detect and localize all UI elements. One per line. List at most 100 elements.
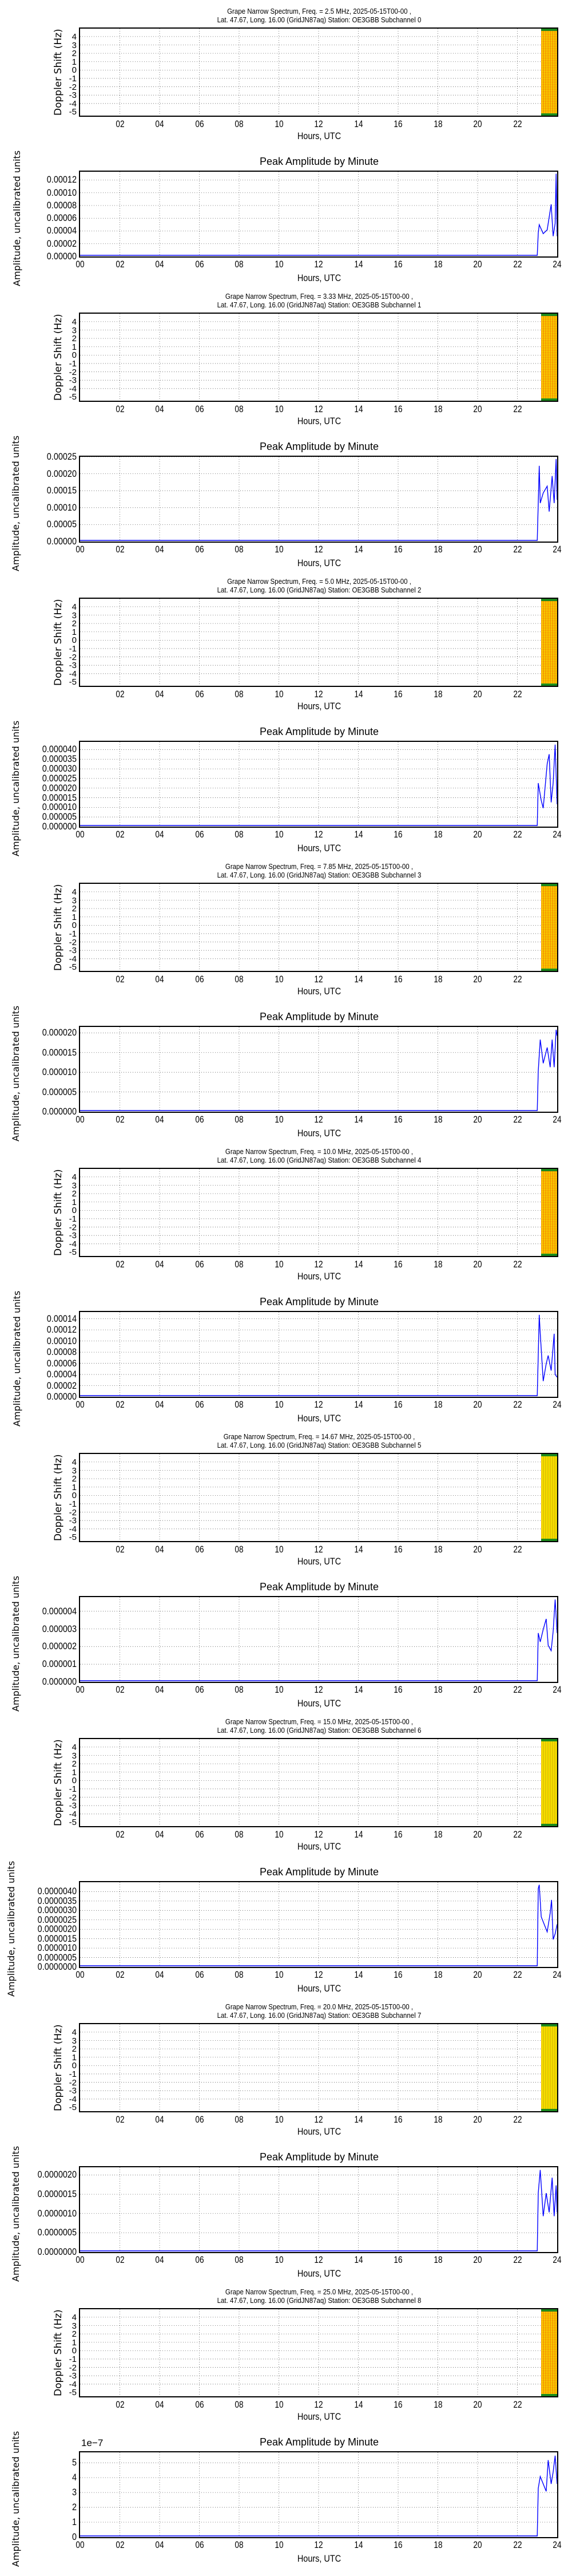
spectrogram-x-tick: 12	[314, 1259, 323, 1270]
spectrogram-y-tick: -4	[69, 669, 77, 679]
spectrogram-y-tick: 0	[72, 350, 77, 361]
spectrogram-x-tick: 06	[194, 1544, 204, 1555]
amplitude-title: Peak Amplitude by Minute	[259, 156, 379, 167]
spectrogram-x-tick: 08	[235, 404, 244, 414]
spectrogram-plot	[79, 598, 558, 687]
amplitude-x-tick: 02	[115, 1114, 125, 1125]
amplitude-line	[80, 1599, 557, 1681]
spectrogram-y-tick: 0	[72, 2061, 77, 2071]
amplitude-y-tick: 0.0000000	[37, 1961, 77, 1972]
spectrogram-x-tick: 14	[353, 1259, 363, 1270]
amplitude-x-tick: 02	[115, 829, 125, 840]
spectrogram-x-tick: 12	[314, 404, 323, 414]
spectrogram-plot	[79, 2023, 558, 2112]
amplitude-y-axis-label: Amplitude, uncalibrated units	[10, 720, 21, 856]
amplitude-x-tick: 06	[194, 2254, 204, 2265]
spectrogram-plot	[79, 313, 558, 402]
spectrogram-y-tick: 1	[72, 627, 77, 637]
spectrogram-title-line-1: Grape Narrow Spectrum, Freq. = 2.5 MHz, …	[227, 7, 411, 15]
amplitude-y-tick: 0.00014	[46, 1313, 77, 1324]
spectrogram-x-tick: 06	[194, 2114, 204, 2125]
spectrogram-y-tick: 3	[72, 1465, 77, 1476]
spectrogram-x-tick: 16	[394, 974, 403, 985]
spectrogram-x-tick: 14	[353, 1829, 363, 1840]
amplitude-y-tick: 0.0000040	[37, 1886, 77, 1897]
spectrogram-y-tick: -1	[69, 1214, 77, 1224]
amplitude-x-tick: 02	[115, 1399, 125, 1410]
amplitude-title: Peak Amplitude by Minute	[259, 1581, 379, 1593]
amplitude-x-tick: 04	[155, 1399, 164, 1410]
amplitude-x-tick: 18	[433, 259, 443, 270]
amplitude-x-tick: 08	[235, 1969, 244, 1980]
spectrogram-x-tick: 14	[353, 1544, 363, 1555]
amplitude-x-tick: 02	[115, 1969, 125, 1980]
amplitude-x-tick: 08	[235, 1399, 244, 1410]
amplitude-y-tick: 0.00008	[46, 1346, 77, 1358]
spectrogram-y-tick: -1	[69, 73, 77, 84]
amplitude-x-axis-label: Hours, UTC	[297, 1413, 341, 1424]
spectrogram-x-tick: 14	[353, 689, 363, 700]
spectrogram-y-tick: 4	[72, 1742, 77, 1752]
amplitude-x-tick: 18	[433, 1684, 443, 1695]
amplitude-x-tick: 18	[433, 544, 443, 555]
spectrogram-x-tick: 06	[194, 404, 204, 414]
spectrogram-x-tick: 02	[115, 118, 125, 129]
amplitude-x-tick: 06	[194, 1399, 204, 1410]
spectrogram-x-tick: 14	[353, 2399, 363, 2410]
spectrogram-y-tick: 2	[72, 2329, 77, 2340]
spectrogram-y-tick: 1	[72, 912, 77, 922]
amplitude-line	[80, 459, 557, 541]
spectrogram-x-tick: 10	[274, 974, 284, 985]
spectrogram-y-tick: 4	[72, 1172, 77, 1182]
spectrogram-y-tick: -1	[69, 1499, 77, 1509]
amplitude-x-tick: 20	[473, 259, 482, 270]
spectrogram-title-line-2: Lat. 47.67, Long. 16.00 (GridJN87aq) Sta…	[217, 301, 422, 309]
spectrogram-y-tick: 3	[72, 1180, 77, 1191]
amplitude-x-tick: 10	[274, 829, 284, 840]
spectrogram-x-tick: 08	[235, 118, 244, 129]
amplitude-y-axis-label: Amplitude, uncalibrated units	[6, 1860, 17, 1997]
spectrogram-y-tick: 2	[72, 904, 77, 914]
spectrogram-x-axis-label: Hours, UTC	[297, 1271, 341, 1282]
spectrogram-x-tick: 18	[433, 974, 443, 985]
amplitude-line	[80, 1314, 557, 1396]
amplitude-y-tick: 0.0000000	[37, 2246, 77, 2257]
amplitude-x-tick: 02	[115, 2539, 125, 2550]
amplitude-y-tick: 0.000005	[42, 1086, 77, 1097]
spectrogram-data-band	[541, 29, 557, 116]
amplitude-x-tick: 22	[513, 544, 522, 555]
amplitude-plot	[79, 1881, 558, 1968]
spectrogram-y-tick: 2	[72, 1189, 77, 1199]
spectrogram-y-tick: 3	[72, 40, 77, 50]
amplitude-x-tick: 10	[274, 2254, 284, 2265]
spectrogram-y-tick: -5	[69, 392, 77, 402]
spectrogram-x-tick: 18	[433, 2114, 443, 2125]
spectrogram-x-tick: 20	[473, 404, 482, 414]
spectrogram-y-tick: -2	[69, 1222, 77, 1232]
amplitude-y-axis-label: Amplitude, uncalibrated units	[10, 2146, 21, 2282]
spectrogram-y-tick: -1	[69, 2069, 77, 2079]
spectrogram-y-tick: -4	[69, 2094, 77, 2104]
spectrogram-y-tick: -2	[69, 1507, 77, 1518]
panel-subchannel-8: Grape Narrow Spectrum, Freq. = 25.0 MHz,…	[0, 2281, 572, 2567]
amplitude-x-tick: 04	[155, 2539, 164, 2550]
amplitude-x-tick: 14	[353, 1684, 363, 1695]
amplitude-x-tick: 16	[394, 259, 403, 270]
spectrogram-x-tick: 22	[513, 404, 522, 414]
spectrogram-y-tick: 2	[72, 334, 77, 344]
spectrogram-x-tick: 10	[274, 2399, 284, 2410]
spectrogram-y-tick: -3	[69, 661, 77, 671]
amplitude-line	[80, 1029, 557, 1111]
spectrogram-x-tick: 12	[314, 118, 323, 129]
amplitude-x-tick: 04	[155, 1114, 164, 1125]
spectrogram-y-tick: -1	[69, 358, 77, 369]
amplitude-x-axis-label: Hours, UTC	[297, 1128, 341, 1139]
spectrogram-x-tick: 18	[433, 1544, 443, 1555]
amplitude-exponent-label: 1e−7	[81, 2437, 104, 2448]
amplitude-x-tick: 22	[513, 1684, 522, 1695]
spectrogram-x-tick: 08	[235, 1544, 244, 1555]
amplitude-x-tick: 12	[314, 1114, 323, 1125]
amplitude-y-tick: 0.00006	[46, 1357, 77, 1369]
amplitude-x-tick: 24	[553, 1969, 562, 1980]
spectrogram-y-tick: -5	[69, 107, 77, 117]
